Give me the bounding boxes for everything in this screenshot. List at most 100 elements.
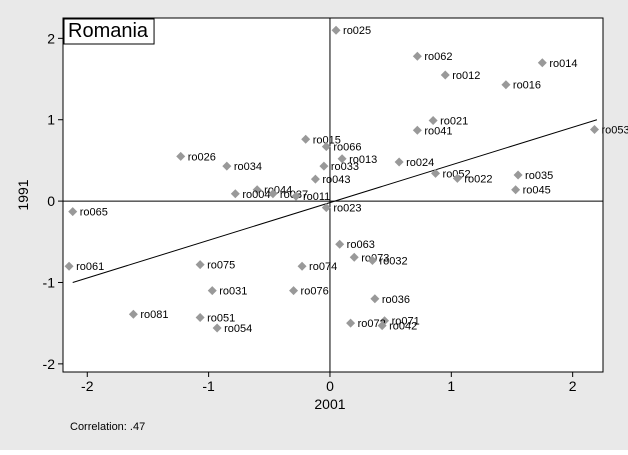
data-point-ro065	[68, 207, 78, 217]
data-point-ro054	[212, 323, 222, 333]
point-label-ro072: ro072	[358, 318, 386, 330]
point-label-ro041: ro041	[424, 125, 452, 137]
point-label-ro013: ro013	[349, 154, 377, 166]
data-point-ro066	[321, 142, 331, 152]
data-point-ro034	[222, 161, 232, 171]
point-label-ro066: ro066	[333, 142, 361, 154]
point-label-ro081: ro081	[140, 309, 168, 321]
data-point-ro041	[412, 125, 422, 135]
point-label-ro023: ro023	[333, 203, 361, 215]
data-point-ro052	[431, 168, 441, 178]
data-point-ro025	[331, 25, 341, 35]
data-point-ro024	[394, 157, 404, 167]
point-label-ro014: ro014	[549, 58, 577, 70]
data-point-ro036	[370, 294, 380, 304]
point-label-ro034: ro034	[234, 161, 262, 173]
point-label-ro004: ro004	[242, 189, 270, 201]
data-point-ro037	[268, 189, 278, 199]
y-axis: -2 -1 0 1 2	[43, 30, 63, 372]
point-label-ro076: ro076	[301, 286, 329, 298]
data-point-ro016	[501, 80, 511, 90]
data-point-ro044	[252, 185, 262, 195]
point-label-ro016: ro016	[513, 80, 541, 92]
x-axis: -2 -1 0 1 2	[81, 372, 577, 394]
point-label-ro052: ro052	[443, 168, 471, 180]
data-point-ro022	[452, 173, 462, 183]
point-label-ro045: ro045	[523, 185, 551, 197]
data-point-ro081	[128, 309, 138, 319]
y-axis-label: 1991	[15, 179, 31, 210]
data-point-ro004	[230, 189, 240, 199]
data-point-ro011	[291, 191, 301, 201]
point-label-ro031: ro031	[219, 286, 247, 298]
point-label-ro042: ro042	[389, 321, 417, 333]
point-label-ro024: ro024	[406, 157, 434, 169]
data-point-ro062	[412, 51, 422, 61]
title-box-border	[63, 18, 155, 45]
y-tick-label: -1	[43, 274, 56, 290]
data-point-ro043	[310, 174, 320, 184]
title-box: Romania	[63, 18, 155, 45]
point-label-ro043: ro043	[322, 174, 350, 186]
point-label-ro071: ro071	[392, 316, 420, 328]
data-point-ro021	[428, 116, 438, 126]
x-tick-label: -1	[202, 378, 215, 394]
x-axis-label: 2001	[314, 396, 345, 412]
point-label-ro022: ro022	[464, 173, 492, 185]
data-point-ro074	[297, 261, 307, 271]
data-point-ro013	[337, 154, 347, 164]
fit-line-layer	[72, 119, 598, 283]
data-point-ro035	[513, 170, 523, 180]
data-point-ro075	[195, 260, 205, 270]
point-label-ro012: ro012	[452, 70, 480, 82]
data-point-ro012	[440, 70, 450, 80]
point-label-ro036: ro036	[382, 294, 410, 306]
point-label-ro061: ro061	[76, 261, 104, 273]
point-label-ro033: ro033	[331, 161, 359, 173]
chart-title: Romania	[68, 20, 149, 42]
point-label-ro063: ro063	[347, 239, 375, 251]
data-point-ro033	[319, 161, 329, 171]
point-label-ro026: ro026	[188, 151, 216, 163]
data-point-ro031	[207, 286, 217, 296]
point-label-ro075: ro075	[207, 260, 235, 272]
x-tick-label: 0	[326, 378, 334, 394]
x-tick-label: 2	[569, 378, 577, 394]
data-point-ro053	[590, 124, 600, 134]
point-label-ro035: ro035	[525, 170, 553, 182]
data-point-ro051	[195, 312, 205, 322]
x-tick-label: -2	[81, 378, 94, 394]
point-label-ro021: ro021	[440, 116, 468, 128]
data-point-ro063	[335, 239, 345, 249]
point-label-ro073: ro073	[361, 252, 389, 264]
y-tick-label: -2	[43, 356, 56, 372]
data-point-ro076	[289, 286, 299, 296]
point-label-ro011: ro011	[303, 191, 330, 203]
data-point-ro023	[321, 203, 331, 213]
data-point-ro014	[537, 58, 547, 68]
y-tick-label: 2	[47, 30, 55, 46]
point-label-ro054: ro054	[224, 323, 252, 335]
data-point-ro032	[367, 256, 377, 266]
point-label-ro015: ro015	[313, 134, 341, 146]
data-point-ro045	[511, 185, 521, 195]
point-label-ro053: ro053	[602, 124, 628, 136]
data-point-ro072	[346, 318, 356, 328]
data-point-ro015	[301, 134, 311, 144]
data-point-ro026	[176, 151, 186, 161]
point-label-ro025: ro025	[343, 25, 371, 37]
point-label-ro074: ro074	[309, 261, 337, 273]
point-label-ro062: ro062	[424, 51, 452, 63]
point-label-ro032: ro032	[379, 256, 407, 268]
fit-line	[72, 119, 598, 283]
correlation-note: Correlation: .47	[70, 421, 145, 433]
data-point-ro061	[64, 261, 74, 271]
point-label-ro051: ro051	[207, 312, 235, 324]
x-tick-label: 1	[447, 378, 455, 394]
point-label-ro065: ro065	[80, 207, 108, 219]
data-point-ro073	[349, 252, 359, 262]
reference-lines	[63, 18, 603, 372]
